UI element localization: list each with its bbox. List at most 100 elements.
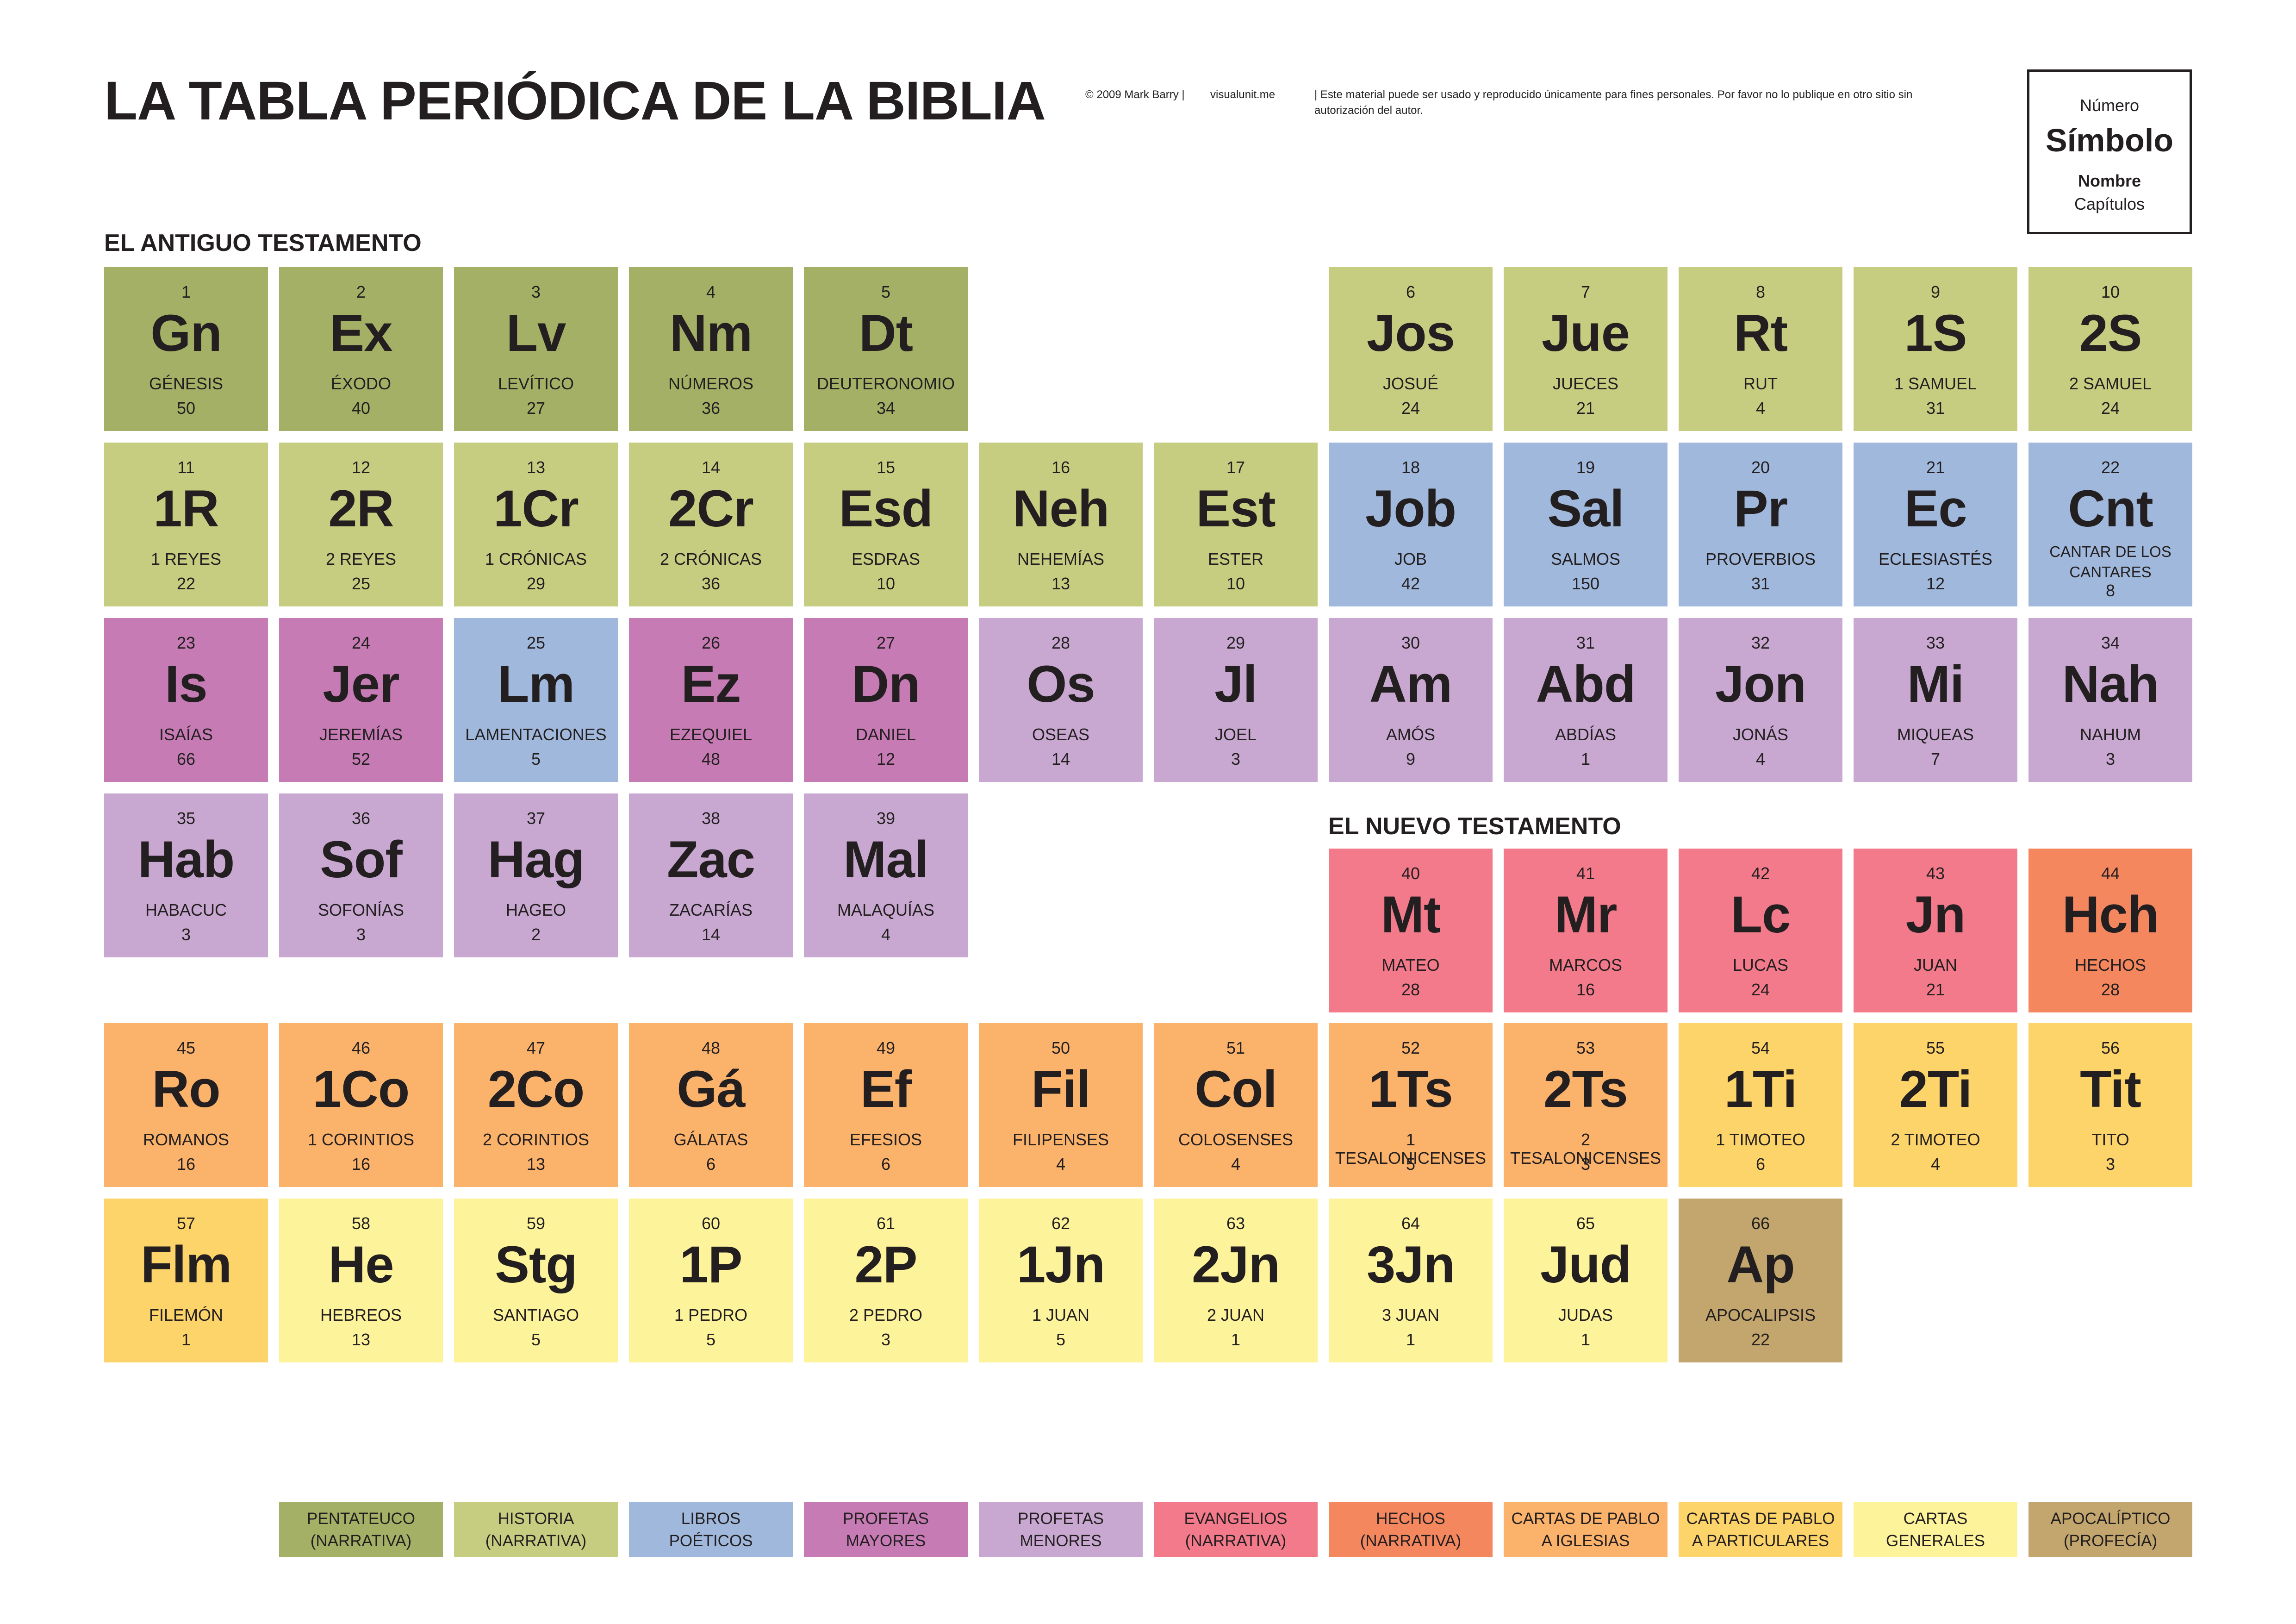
- legend-apocaliptico: APOCALÍPTICO (PROFECÍA): [2028, 1502, 2192, 1557]
- element-number: 54: [1751, 1038, 1770, 1057]
- element-symbol: 2Jn: [1192, 1236, 1280, 1293]
- element-chapters: 25: [351, 574, 371, 593]
- element-name: FILIPENSES: [1012, 1130, 1109, 1149]
- element-chapters: 40: [351, 399, 371, 418]
- element-symbol: Hch: [2062, 886, 2159, 943]
- element-chapters: 24: [2101, 399, 2120, 418]
- element-name: MARCOS: [1549, 956, 1622, 974]
- element-name: LEVÍTICO: [498, 374, 574, 393]
- element-name: 1 CRÓNICAS: [485, 550, 587, 568]
- element-number: 25: [526, 633, 546, 652]
- legend-poeticos: LIBROS POÉTICOS: [629, 1502, 793, 1557]
- key-number-label: Número: [2079, 96, 2140, 115]
- element-chapters: 27: [526, 399, 546, 418]
- element-name: 1 TIMOTEO: [1716, 1130, 1805, 1149]
- element-1jn: 62 1Jn 1 JUAN 5: [979, 1199, 1143, 1362]
- element-chapters: 6: [881, 1155, 891, 1174]
- element-chapters: 3: [2105, 1155, 2116, 1174]
- element-symbol: Neh: [1012, 480, 1110, 537]
- element-2jn: 63 2Jn 2 JUAN 1: [1154, 1199, 1318, 1362]
- element-name: GÁLATAS: [673, 1130, 748, 1149]
- element-symbol: 2Co: [487, 1060, 585, 1118]
- element-chapters: 2: [531, 925, 541, 944]
- element-chapters: 34: [876, 399, 896, 418]
- legend-line-1: EVANGELIOS: [1184, 1510, 1288, 1528]
- element-name: 1 PEDRO: [674, 1305, 748, 1324]
- legend-line-1: HECHOS: [1376, 1510, 1445, 1528]
- element-name: HEBREOS: [320, 1305, 402, 1324]
- element-symbol: Dt: [859, 304, 913, 362]
- element-symbol: 1P: [679, 1236, 743, 1293]
- element-chapters: 4: [1231, 1155, 1241, 1174]
- element-chapters: 16: [351, 1155, 371, 1174]
- element-number: 63: [1226, 1214, 1245, 1233]
- element-number: 47: [526, 1038, 546, 1057]
- element-name: CANTAR DE LOS CANTARES: [2049, 543, 2172, 581]
- element-name: 1 SAMUEL: [1894, 374, 1977, 393]
- element-symbol: Lc: [1730, 886, 1791, 943]
- element-number: 48: [701, 1038, 721, 1057]
- element-name: OSEAS: [1032, 725, 1090, 744]
- element-number: 42: [1751, 864, 1770, 883]
- element-number: 30: [1401, 633, 1420, 652]
- element-chapters: 150: [1571, 574, 1600, 593]
- legend-line-2: POÉTICOS: [669, 1532, 753, 1550]
- element-chapters: 24: [1751, 980, 1770, 999]
- element-chapters: 42: [1401, 574, 1420, 593]
- element-name: JOB: [1394, 550, 1427, 568]
- element-2ts: 53 2Ts 2 TESALONICENSES 3: [1504, 1023, 1668, 1187]
- copyright-text: © 2009 Mark Barry |: [1085, 88, 1185, 101]
- element-name: APOCALIPSIS: [1705, 1305, 1816, 1324]
- element-number: 39: [876, 809, 896, 828]
- legend-cartas-iglesias: CARTAS DE PABLO A IGLESIAS: [1504, 1502, 1668, 1557]
- element-name: 2 REYES: [325, 550, 397, 568]
- element-stg: 59 Stg SANTIAGO 5: [454, 1199, 618, 1362]
- element-symbol: Ro: [152, 1060, 220, 1118]
- element-flm: 57 Flm FILEMÓN 1: [104, 1199, 268, 1362]
- element-chapters: 3: [2105, 750, 2116, 768]
- element-2s: 10 2S 2 SAMUEL 24: [2028, 267, 2192, 431]
- element-symbol: Fil: [1031, 1060, 1091, 1118]
- element-name: DEUTERONOMIO: [816, 374, 955, 393]
- element-ec: 21 Ec ECLESIASTÉS 12: [1854, 443, 2017, 606]
- element-number: 44: [2101, 864, 2120, 883]
- element-job: 18 Job JOB 42: [1329, 443, 1493, 606]
- element-number: 50: [1051, 1038, 1070, 1057]
- element-symbol: Zac: [667, 831, 755, 888]
- usage-notice: | Este material puede ser usado y reprod…: [1314, 88, 1913, 117]
- element-name: JONÁS: [1732, 725, 1789, 744]
- element-neh: 16 Neh NEHEMÍAS 13: [979, 443, 1143, 606]
- element-number: 29: [1226, 633, 1245, 652]
- legend-line-1: LIBROS: [681, 1510, 741, 1528]
- element-name: AMÓS: [1386, 725, 1435, 744]
- legend-line-2: GENERALES: [1886, 1532, 1985, 1550]
- element-chapters: 1: [181, 1330, 191, 1349]
- element-name: MATEO: [1381, 956, 1440, 974]
- element-symbol: Ef: [860, 1060, 912, 1118]
- element-number: 11: [177, 458, 195, 477]
- element-symbol: 2P: [854, 1236, 918, 1293]
- element-chapters: 5: [1406, 1155, 1416, 1174]
- element-chapters: 4: [1930, 1155, 1941, 1174]
- element-jer: 24 Jer JEREMÍAS 52: [279, 618, 443, 782]
- legend-pentateuco: PENTATEUCO (NARRATIVA): [279, 1502, 443, 1557]
- element-symbol: Dn: [852, 655, 920, 713]
- element-symbol: Sof: [320, 831, 402, 888]
- element-name: MALAQUÍAS: [837, 900, 935, 919]
- element-number: 9: [1930, 282, 1941, 301]
- element-symbol: Am: [1369, 655, 1452, 713]
- element-chapters: 14: [1051, 750, 1070, 768]
- element-number: 27: [876, 633, 896, 652]
- legend-line-2: (NARRATIVA): [1360, 1532, 1462, 1550]
- element-abd: 31 Abd ABDÍAS 1: [1504, 618, 1668, 782]
- element-jon: 32 Jon JONÁS 4: [1679, 618, 1842, 782]
- key-name-label: Nombre: [2078, 171, 2141, 190]
- element-name: COLOSENSES: [1178, 1130, 1294, 1149]
- element-number: 6: [1406, 282, 1416, 301]
- element-symbol: Tit: [2080, 1060, 2141, 1118]
- element-symbol: 1Ts: [1369, 1060, 1453, 1118]
- element-chapters: 16: [176, 1155, 196, 1174]
- site-link[interactable]: visualunit.me: [1210, 88, 1276, 101]
- element-chapters: 10: [1226, 574, 1245, 593]
- element-number: 4: [706, 282, 716, 301]
